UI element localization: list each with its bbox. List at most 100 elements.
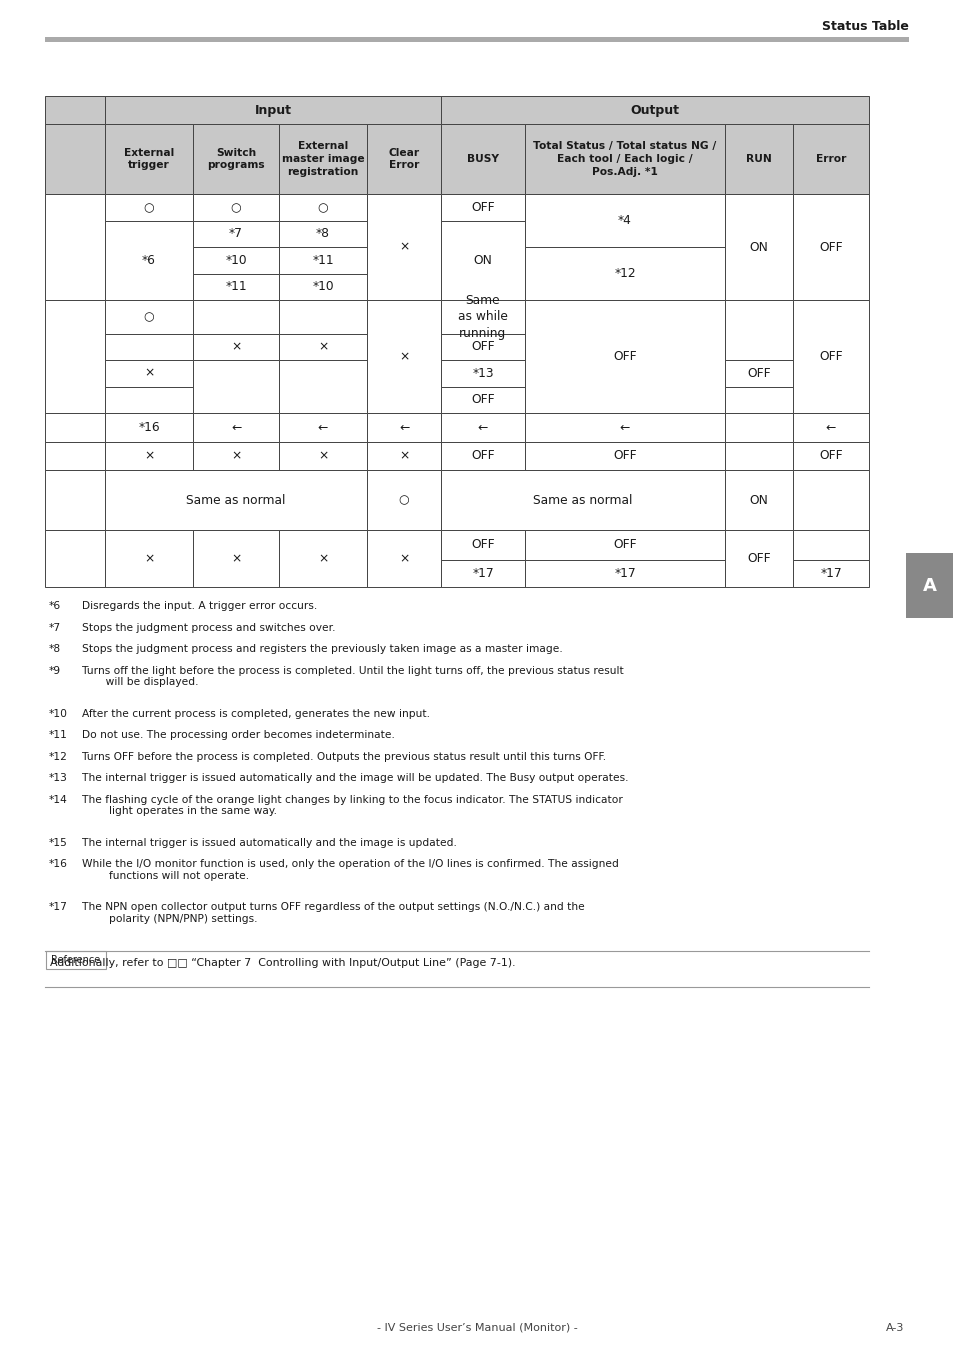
Text: ×: ×: [317, 340, 328, 353]
Bar: [193, 124, 278, 194]
Bar: [524, 124, 724, 194]
Bar: [440, 559, 524, 586]
Bar: [278, 301, 367, 333]
Text: Error: Error: [815, 154, 845, 164]
Text: *13: *13: [49, 772, 68, 783]
Bar: [105, 530, 193, 586]
Text: Input: Input: [254, 104, 292, 116]
Text: A-3: A-3: [885, 1322, 903, 1333]
Text: ←: ←: [398, 421, 409, 434]
Text: Do not use. The processing order becomes indeterminate.: Do not use. The processing order becomes…: [82, 731, 395, 740]
Text: ON: ON: [749, 240, 767, 253]
Text: ○: ○: [317, 201, 328, 214]
Bar: [724, 387, 792, 412]
Bar: [440, 194, 524, 221]
Bar: [792, 470, 868, 530]
Text: OFF: OFF: [471, 394, 495, 406]
Text: A: A: [923, 577, 936, 594]
Bar: [45, 36, 908, 42]
Text: ×: ×: [231, 449, 241, 462]
Text: ○: ○: [231, 201, 241, 214]
Bar: [193, 247, 278, 274]
Bar: [905, 553, 953, 617]
Bar: [45, 301, 105, 412]
Text: OFF: OFF: [819, 350, 841, 363]
Text: Same as normal: Same as normal: [186, 493, 285, 507]
Bar: [45, 470, 105, 530]
Bar: [724, 124, 792, 194]
Text: ←: ←: [317, 421, 328, 434]
Bar: [724, 442, 792, 470]
Bar: [45, 194, 105, 301]
Text: OFF: OFF: [746, 551, 770, 565]
Text: ON: ON: [749, 493, 767, 507]
Text: *17: *17: [820, 566, 841, 580]
Text: *17: *17: [614, 566, 635, 580]
Bar: [367, 470, 440, 530]
Text: ×: ×: [317, 449, 328, 462]
Text: The NPN open collector output turns OFF regardless of the output settings (N.O./: The NPN open collector output turns OFF …: [82, 902, 584, 923]
Bar: [792, 559, 868, 586]
Bar: [45, 412, 105, 442]
Text: *15: *15: [49, 837, 68, 848]
Bar: [278, 360, 367, 412]
Bar: [105, 301, 193, 333]
Bar: [105, 333, 193, 360]
Bar: [524, 247, 724, 301]
Text: ←: ←: [477, 421, 488, 434]
Bar: [105, 96, 440, 124]
Text: ○: ○: [144, 201, 154, 214]
Text: OFF: OFF: [471, 449, 495, 462]
Text: Turns off the light before the process is completed. Until the light turns off, : Turns off the light before the process i…: [82, 666, 623, 687]
Text: Status Table: Status Table: [821, 19, 908, 32]
Text: *10: *10: [312, 280, 334, 294]
Text: ON: ON: [473, 253, 492, 267]
Text: *7: *7: [229, 228, 243, 240]
Bar: [440, 301, 524, 333]
Text: *9: *9: [49, 666, 61, 675]
Text: *17: *17: [49, 902, 68, 913]
Text: ×: ×: [398, 240, 409, 253]
Text: ×: ×: [231, 551, 241, 565]
Bar: [278, 442, 367, 470]
Text: Additionally, refer to □□ “Chapter 7  Controlling with Input/Output Line” (Page : Additionally, refer to □□ “Chapter 7 Con…: [50, 958, 515, 968]
Text: ←: ←: [231, 421, 241, 434]
Bar: [792, 194, 868, 301]
Bar: [524, 412, 724, 442]
Bar: [278, 247, 367, 274]
Bar: [193, 221, 278, 247]
Bar: [105, 360, 193, 387]
Text: OFF: OFF: [613, 350, 637, 363]
Bar: [440, 360, 524, 387]
Text: *6: *6: [49, 601, 61, 611]
Bar: [193, 274, 278, 301]
Bar: [45, 96, 105, 124]
Bar: [724, 412, 792, 442]
Bar: [105, 412, 193, 442]
Bar: [792, 442, 868, 470]
Bar: [792, 301, 868, 412]
Text: ×: ×: [144, 367, 154, 380]
Text: Same
as while
running: Same as while running: [457, 294, 507, 340]
Bar: [792, 124, 868, 194]
Text: OFF: OFF: [746, 367, 770, 380]
Text: External
master image
registration: External master image registration: [281, 142, 364, 177]
Text: RUN: RUN: [745, 154, 771, 164]
Bar: [440, 387, 524, 412]
Bar: [105, 221, 193, 301]
Bar: [367, 124, 440, 194]
Bar: [367, 412, 440, 442]
Text: Reference: Reference: [51, 954, 100, 965]
Bar: [440, 333, 524, 360]
Text: ×: ×: [144, 551, 154, 565]
Text: While the I/O monitor function is used, only the operation of the I/O lines is c: While the I/O monitor function is used, …: [82, 859, 618, 880]
Text: *13: *13: [472, 367, 494, 380]
Bar: [440, 96, 868, 124]
Text: OFF: OFF: [819, 449, 841, 462]
Text: OFF: OFF: [471, 538, 495, 551]
Text: ←: ←: [619, 421, 630, 434]
Text: OFF: OFF: [471, 201, 495, 214]
Text: Switch
programs: Switch programs: [207, 147, 265, 170]
Bar: [278, 333, 367, 360]
Bar: [45, 530, 105, 586]
